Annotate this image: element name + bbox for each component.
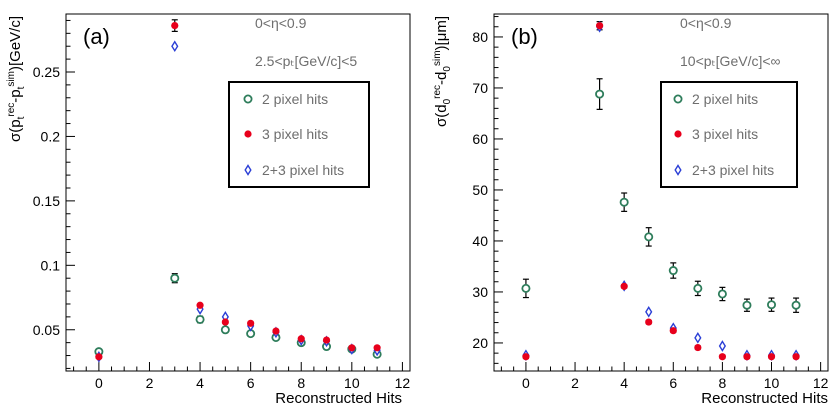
legend-marker-filled-circle <box>244 130 252 138</box>
x-tick-label: 4 <box>620 375 628 391</box>
data-point-open-circle <box>742 300 752 310</box>
y-axis-title-a: σ(ptrec-ptsim)[GeV/c] <box>6 16 27 142</box>
legend-marker-open-circle <box>673 94 683 104</box>
data-point-filled-circle <box>743 353 751 361</box>
data-point-open-circle <box>595 89 605 99</box>
legend-b: 2 pixel hits 3 pixel hits 2+3 pixel hits <box>660 81 798 188</box>
axis-ticks-a: 0 2 4 6 8 10 12 0.05 0.1 0.15 0.2 0.25 <box>33 19 411 391</box>
data-point-open-circle <box>195 314 205 324</box>
data-point-filled-circle <box>718 353 726 361</box>
y-tick-label: 60 <box>472 131 488 147</box>
x-tick-label: 12 <box>813 375 829 391</box>
eta-range-annotation-a: 0<η<0.9 <box>255 15 307 31</box>
y-tick-label: 80 <box>472 29 488 45</box>
legend-marker-open-diamond <box>244 164 252 176</box>
y-tick-label: 20 <box>472 335 488 351</box>
x-tick-label: 6 <box>247 375 255 391</box>
panel-label-b: (b) <box>511 24 538 49</box>
y-tick-label: 0.05 <box>33 322 60 338</box>
data-point-filled-circle <box>221 318 229 326</box>
data-point-open-circle <box>170 273 180 283</box>
data-point-open-diamond <box>645 306 653 318</box>
data-point-filled-circle <box>171 21 179 30</box>
data-point-filled-circle <box>522 353 530 361</box>
data-point-filled-circle <box>297 335 305 343</box>
data-point-filled-circle <box>95 353 103 361</box>
data-point-filled-circle <box>322 336 331 344</box>
x-tick-label: 10 <box>344 375 360 391</box>
axis-ticks-b: 0 2 4 6 8 10 12 20 30 40 50 60 70 80 <box>472 16 829 391</box>
x-axis-title-b: Reconstructed Hits <box>701 390 828 407</box>
x-tick-label: 10 <box>764 375 780 391</box>
chart-panel-a: 0 2 4 6 8 10 120.050.10.150.20.25 (a) 0<η<0.9 … <box>6 13 411 407</box>
y-tick-label: 0.2 <box>41 128 61 144</box>
data-point-filled-circle <box>669 327 677 335</box>
x-tick-label: 8 <box>297 375 305 391</box>
legend-label-2plus3-hits: 2+3 pixel hits <box>692 162 774 178</box>
legend-a: 2 pixel hits 3 pixel hits 2+3 pixel hits <box>228 81 370 188</box>
x-tick-label: 0 <box>95 375 103 391</box>
data-point-filled-circle <box>792 353 800 361</box>
data-point-filled-circle <box>645 318 653 326</box>
data-point-filled-circle <box>596 22 604 30</box>
data-point-filled-circle <box>196 301 204 309</box>
data-point-open-circle <box>644 232 654 242</box>
data-point-open-diamond <box>694 332 702 344</box>
x-axis-title-a: Reconstructed Hits <box>275 390 402 407</box>
y-tick-label: 70 <box>472 80 488 96</box>
legend-label-2-hits: 2 pixel hits <box>692 91 758 107</box>
x-tick-label: 6 <box>669 375 677 391</box>
data-marks-b <box>521 20 801 362</box>
eta-range-annotation-b: 0<η<0.9 <box>680 15 732 31</box>
legend-marker-open-circle <box>243 94 253 104</box>
data-point-open-circle <box>619 197 629 207</box>
pt-range-annotation-b: 10<pₜ[GeV/c]<∞ <box>680 53 781 69</box>
legend-label-3-hits: 3 pixel hits <box>692 126 758 142</box>
legend-marker-filled-circle <box>674 130 682 138</box>
y-tick-label: 0.1 <box>41 257 61 273</box>
data-point-open-circle <box>668 266 678 276</box>
legend-label-3-hits: 3 pixel hits <box>262 126 328 142</box>
legend-label-2-hits: 2 pixel hits <box>262 91 328 107</box>
x-tick-label: 0 <box>522 375 530 391</box>
chart-panel-b: 0 2 4 6 8 10 12 20 30 40 50 60 70 80 (b) 0<η<0.9 10<p… <box>432 13 829 407</box>
legend-marker-open-diamond <box>674 164 682 176</box>
data-point-open-circle <box>220 325 230 335</box>
data-marks-a <box>94 19 382 363</box>
panel-label-a: (a) <box>83 24 110 49</box>
legend-label-2plus3-hits: 2+3 pixel hits <box>262 162 344 178</box>
data-point-open-circle <box>521 283 531 293</box>
x-tick-label: 2 <box>146 375 154 391</box>
data-point-filled-circle <box>247 319 255 327</box>
y-tick-label: 0.25 <box>33 64 60 80</box>
data-point-filled-circle <box>373 344 381 352</box>
y-axis-title-b: σ(d0rec-d0sim)[μm] <box>432 16 453 127</box>
data-point-open-circle <box>693 283 703 293</box>
pt-range-annotation-a: 2.5<pₜ[GeV/c]<5 <box>255 53 357 69</box>
data-point-open-circle <box>767 300 777 310</box>
y-tick-label: 40 <box>472 233 488 249</box>
plot-frame-a <box>65 13 411 372</box>
data-point-open-diamond <box>171 40 179 53</box>
data-point-filled-circle <box>767 353 776 361</box>
data-point-open-diamond <box>718 340 727 352</box>
data-point-open-circle <box>791 300 801 310</box>
x-tick-label: 12 <box>395 375 411 391</box>
x-tick-label: 8 <box>718 375 726 391</box>
y-tick-label: 0.15 <box>33 193 60 209</box>
data-point-open-circle <box>717 289 727 299</box>
x-tick-label: 2 <box>571 375 579 391</box>
data-point-filled-circle <box>348 344 356 352</box>
y-tick-label: 50 <box>472 182 488 198</box>
data-point-filled-circle <box>620 282 628 290</box>
y-tick-label: 30 <box>472 284 488 300</box>
data-point-filled-circle <box>694 343 702 352</box>
x-tick-label: 4 <box>196 375 204 391</box>
legend-box-b <box>660 81 798 188</box>
data-point-filled-circle <box>272 327 280 335</box>
